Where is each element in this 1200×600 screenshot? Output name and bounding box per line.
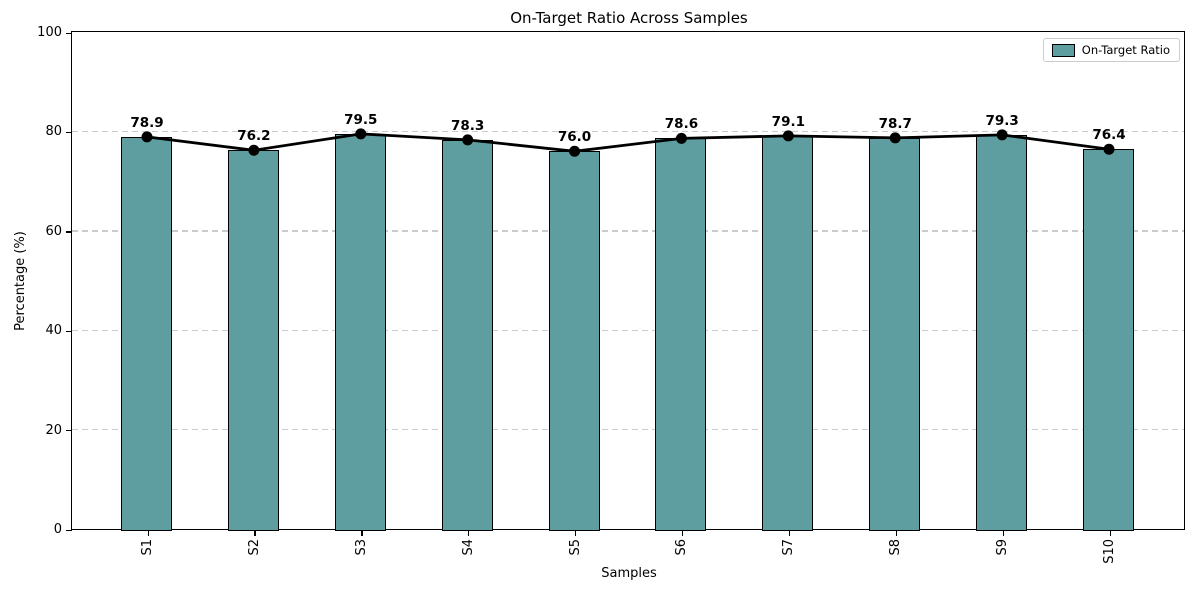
bar: [334, 133, 386, 531]
y-tick-label: 40: [45, 323, 62, 339]
gridline: [72, 230, 1184, 232]
x-tick-mark: [147, 531, 149, 536]
value-label: 76.2: [237, 128, 271, 145]
value-label: 76.4: [1092, 127, 1126, 144]
data-point-marker: [355, 128, 367, 140]
gridline: [72, 329, 1184, 331]
value-label: 79.5: [344, 111, 378, 128]
bar: [976, 134, 1028, 531]
x-tick-mark: [254, 531, 256, 536]
x-tick-label: S2: [246, 539, 262, 556]
y-tick-mark: [66, 131, 72, 134]
x-axis-label: Samples: [601, 566, 657, 581]
x-tick-mark: [361, 531, 363, 536]
gridline: [72, 429, 1184, 431]
y-tick-label: 60: [45, 223, 62, 239]
x-tick-mark: [895, 531, 898, 536]
x-tick-mark: [468, 531, 470, 536]
data-point-marker: [1103, 143, 1115, 155]
x-tick-label: S5: [567, 539, 583, 556]
x-tick-label: S3: [353, 539, 369, 556]
x-tick-label: S1: [140, 539, 155, 556]
data-point-marker: [569, 145, 581, 157]
x-tick-label: S9: [995, 539, 1011, 556]
data-point-marker: [996, 129, 1008, 141]
value-label: 79.1: [771, 113, 805, 130]
y-tick-mark: [66, 529, 72, 531]
bar: [655, 138, 707, 531]
value-label: 78.3: [451, 117, 485, 134]
data-point-marker: [889, 132, 901, 144]
x-tick-mark: [788, 531, 791, 536]
y-tick-mark: [66, 231, 72, 233]
bar: [121, 136, 172, 531]
bar: [1083, 149, 1134, 531]
y-tick-label: 20: [45, 422, 62, 438]
chart-title: On-Target Ratio Across Samples: [510, 9, 748, 27]
value-label: 78.6: [664, 116, 699, 133]
y-tick-label: 80: [45, 124, 62, 140]
x-tick-label: S4: [460, 539, 476, 556]
y-tick-mark: [66, 430, 72, 432]
y-tick-mark: [66, 32, 72, 34]
bar: [548, 151, 600, 531]
legend-swatch-icon: [1051, 43, 1075, 57]
gridline: [72, 130, 1184, 133]
y-axis-label: Percentage (%): [13, 231, 28, 331]
x-tick-mark: [1002, 531, 1004, 536]
x-tick-label: S7: [781, 539, 797, 556]
value-label: 79.3: [985, 112, 1019, 129]
y-tick-label: 0: [53, 522, 62, 537]
legend: On-Target Ratio: [1042, 38, 1180, 62]
x-tick-label: S10: [1102, 539, 1117, 564]
data-point-marker: [675, 132, 687, 144]
value-label: 76.0: [557, 129, 592, 146]
x-tick-label: S8: [888, 539, 904, 556]
plot-area: 78.9 76.2 79.5 78.3 76.0 78.6 79.1 78.7 79.3 76.4…: [71, 31, 1185, 531]
bar: [869, 137, 921, 531]
bar: [227, 150, 279, 531]
x-tick-mark: [575, 531, 577, 536]
value-label: 78.7: [878, 115, 912, 132]
line-series: [141, 128, 1115, 157]
x-tick-mark: [1109, 531, 1111, 536]
data-point-marker: [248, 144, 260, 156]
data-point-marker: [141, 131, 153, 143]
y-tick-label: 100: [37, 25, 62, 40]
value-label: 78.9: [130, 114, 164, 131]
x-tick-label: S6: [674, 539, 690, 556]
y-tick-mark: [66, 330, 72, 332]
x-tick-mark: [681, 531, 684, 536]
legend-label: On-Target Ratio: [1081, 43, 1170, 57]
data-point-marker: [782, 130, 794, 142]
trend-line: [146, 132, 1110, 153]
data-point-marker: [462, 134, 474, 146]
